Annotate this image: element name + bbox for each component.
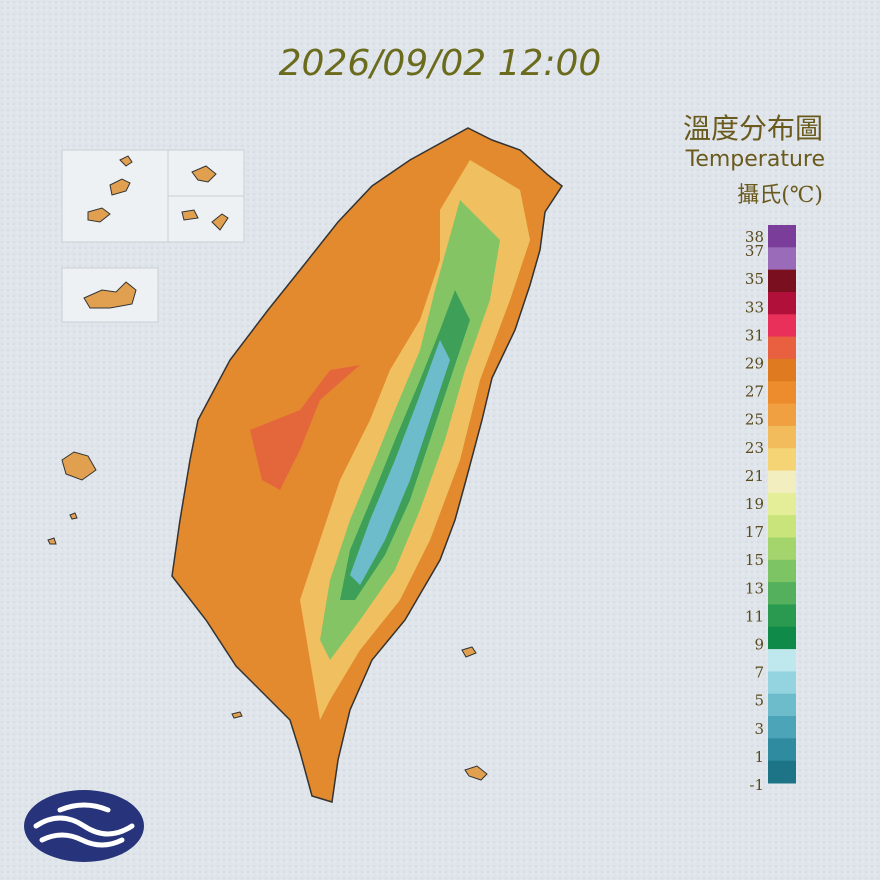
color-swatch: [768, 381, 796, 405]
color-swatch: [768, 626, 796, 650]
taiwan-map: [47, 127, 564, 803]
color-swatch: [768, 336, 796, 360]
color-swatch: [768, 403, 796, 427]
tick-label: 1: [754, 748, 764, 766]
logo: [24, 790, 144, 862]
tick-label: 3: [754, 720, 764, 738]
color-swatch: [768, 515, 796, 538]
legend-subtitle: Temperature: [685, 147, 825, 172]
color-swatch: [768, 358, 796, 382]
timestamp: 2026/09/02 12:00: [279, 43, 602, 84]
color-swatch: [768, 314, 796, 338]
tick-label: 7: [754, 664, 764, 682]
tick-label: 5: [754, 692, 764, 710]
legend-unit: 攝氏(℃): [737, 183, 823, 208]
color-swatch: [768, 470, 796, 494]
tick-label: 29: [745, 354, 764, 372]
color-swatch: [768, 671, 796, 695]
tick-label: 11: [745, 607, 764, 625]
tick-label: 38: [745, 228, 764, 246]
color-swatch: [768, 559, 796, 583]
tick-label: 33: [745, 298, 764, 316]
color-swatch: [768, 269, 796, 293]
color-swatch: [768, 247, 796, 271]
tick-label: 13: [745, 579, 764, 597]
color-swatch: [768, 716, 796, 739]
tick-label: 9: [754, 635, 764, 653]
color-swatch: [768, 693, 796, 717]
tick-label: 17: [745, 523, 764, 541]
color-swatch: [768, 537, 796, 561]
legend-title: 溫度分布圖: [683, 112, 823, 145]
color-swatch: [768, 225, 796, 248]
inset-islands: [61, 149, 245, 323]
color-swatch: [768, 425, 796, 449]
color-swatch: [768, 582, 796, 605]
tick-label: 21: [745, 467, 764, 485]
color-swatch: [768, 604, 796, 628]
color-swatch: [768, 291, 796, 315]
tick-label: 23: [745, 439, 764, 457]
tick-label: 37: [745, 242, 764, 260]
tick-label: 31: [745, 326, 764, 344]
tick-label: 27: [745, 383, 764, 401]
color-swatch: [768, 649, 796, 672]
tick-label: 15: [745, 551, 764, 569]
tick-label: 19: [745, 495, 764, 513]
tick-label: 25: [745, 411, 764, 429]
color-swatch: [768, 760, 796, 784]
color-swatch: [768, 492, 796, 516]
tick-label: 35: [745, 270, 764, 288]
tick-label: -1: [749, 776, 764, 794]
color-swatch: [768, 448, 796, 472]
color-swatch: [768, 738, 796, 762]
